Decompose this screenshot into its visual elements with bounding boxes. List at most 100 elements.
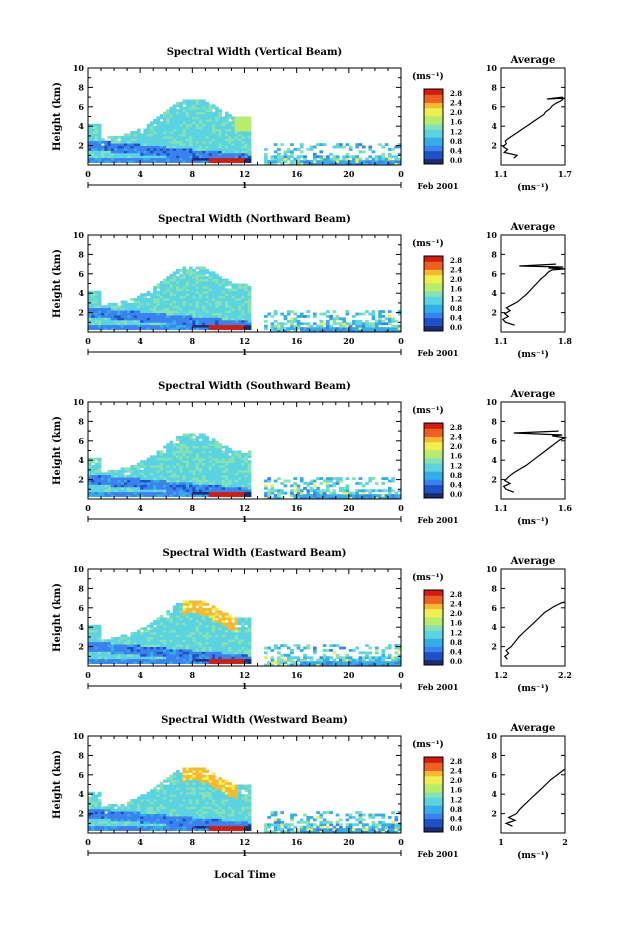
colorbar-tick-label: 0.4 bbox=[450, 814, 462, 823]
y-tick-label: 6 bbox=[78, 603, 84, 613]
profile-y-tick-label: 10 bbox=[486, 63, 498, 73]
colorbar-step bbox=[424, 317, 443, 321]
colorbar-step bbox=[424, 481, 443, 486]
colorbar-step bbox=[424, 662, 443, 666]
colorbar-step bbox=[424, 619, 443, 623]
colorbar-step bbox=[424, 659, 443, 663]
colorbar-step bbox=[424, 643, 443, 647]
date-label: Feb 2001 bbox=[418, 515, 459, 525]
colorbar-step bbox=[424, 285, 443, 289]
colorbar-unit: (ms⁻¹) bbox=[412, 238, 444, 249]
colorbar-tick-label: 1.2 bbox=[450, 294, 462, 303]
date-label: Feb 2001 bbox=[418, 181, 459, 191]
profile-x-tick-label: 2.2 bbox=[558, 670, 572, 680]
profile-y-tick-label: 6 bbox=[491, 770, 497, 780]
profile-y-tick-label: 4 bbox=[491, 622, 497, 632]
colorbar-step bbox=[424, 444, 443, 448]
y-tick-label: 6 bbox=[78, 102, 84, 112]
colorbar-tick-label: 0.0 bbox=[450, 657, 462, 666]
x-tick-label: 12 bbox=[239, 837, 250, 847]
colorbar-step bbox=[424, 439, 443, 443]
colorbar-step bbox=[424, 818, 443, 822]
colorbar-tick-label: 0.8 bbox=[450, 304, 462, 313]
colorbar: 2.82.42.01.61.20.80.40.0 bbox=[423, 589, 462, 666]
colorbar-tick-label: 2.8 bbox=[450, 89, 462, 98]
colorbar-tick-label: 2.0 bbox=[450, 108, 462, 117]
colorbar-step bbox=[424, 129, 443, 133]
date-label: Feb 2001 bbox=[418, 682, 459, 692]
colorbar-step bbox=[424, 301, 443, 305]
colorbar-step bbox=[424, 139, 443, 144]
profile-title: Average bbox=[510, 55, 556, 66]
y-tick-label: 8 bbox=[78, 82, 84, 92]
profile-y-tick-label: 8 bbox=[491, 82, 497, 92]
x-tick-label: 4 bbox=[137, 503, 143, 513]
colorbar-step bbox=[424, 99, 443, 103]
colorbar-step bbox=[424, 823, 443, 828]
profile-y-tick-label: 4 bbox=[491, 789, 497, 799]
colorbar-step bbox=[424, 134, 443, 138]
profile-frame bbox=[500, 735, 566, 834]
colorbar-step bbox=[424, 91, 443, 95]
profile-frame bbox=[500, 401, 566, 500]
colorbar-step bbox=[424, 298, 443, 303]
profile-y-tick-label: 6 bbox=[491, 269, 497, 279]
colorbar-step bbox=[424, 280, 443, 284]
profile-line bbox=[504, 768, 566, 827]
colorbar-step bbox=[424, 123, 443, 127]
colorbar-step bbox=[424, 603, 443, 607]
colorbar-step bbox=[424, 150, 443, 154]
profile-y-tick-label: 2 bbox=[491, 141, 497, 151]
date-label: Feb 2001 bbox=[418, 348, 459, 358]
x-tick-label: 8 bbox=[190, 169, 196, 179]
colorbar-step bbox=[424, 158, 443, 162]
profile-x-tick-label: 2 bbox=[562, 837, 568, 847]
colorbar-step bbox=[424, 805, 443, 809]
colorbar-tick-label: 0.4 bbox=[450, 313, 462, 322]
colorbar-step bbox=[424, 638, 443, 642]
panel-title: Spectral Width (Westward Beam) bbox=[161, 715, 348, 726]
colorbar-step bbox=[424, 826, 443, 830]
profile-y-tick-label: 10 bbox=[486, 230, 498, 240]
day-label: 1 bbox=[242, 681, 248, 691]
colorbar: 2.82.42.01.61.20.80.40.0 bbox=[423, 756, 462, 833]
panels: Spectral Width (Vertical Beam)246810Heig… bbox=[52, 47, 572, 861]
colorbar: 2.82.42.01.61.20.80.40.0 bbox=[423, 422, 462, 499]
profile-line bbox=[502, 430, 568, 493]
colorbar-step bbox=[424, 436, 443, 440]
colorbar-step bbox=[424, 153, 443, 157]
x-tick-label: 12 bbox=[239, 503, 250, 513]
profile-y-tick-label: 4 bbox=[491, 121, 497, 131]
x-tick-label: 16 bbox=[291, 169, 303, 179]
colorbar-unit: (ms⁻¹) bbox=[412, 405, 444, 416]
y-tick-label: 2 bbox=[78, 809, 84, 819]
y-tick-label: 4 bbox=[78, 121, 84, 131]
profile-y-tick-label: 10 bbox=[486, 564, 498, 574]
colorbar-tick-label: 0.8 bbox=[450, 638, 462, 647]
average-profile: Average 2 4 6 8 10 1.1 1.6 (ms⁻¹) bbox=[486, 389, 573, 527]
profile-line bbox=[503, 601, 566, 660]
day-label: 1 bbox=[242, 514, 248, 524]
profile-x-label: (ms⁻¹) bbox=[517, 850, 549, 861]
colorbar-step bbox=[424, 773, 443, 777]
colorbar-step bbox=[424, 161, 443, 165]
colorbar-step bbox=[424, 807, 443, 812]
profile-x-tick-label: 1.1 bbox=[494, 336, 508, 346]
colorbar-step bbox=[424, 815, 443, 820]
colorbar-step bbox=[424, 598, 443, 602]
y-tick-label: 4 bbox=[78, 288, 84, 298]
colorbar-step bbox=[424, 810, 443, 814]
colorbar-step bbox=[424, 757, 443, 761]
colorbar-step bbox=[424, 296, 443, 300]
x-tick-label: 0 bbox=[398, 336, 404, 346]
colorbar-step bbox=[424, 293, 443, 297]
heatmap-field bbox=[88, 266, 402, 333]
profile-x-tick-label: 1 bbox=[498, 837, 504, 847]
y-tick-label: 8 bbox=[78, 416, 84, 426]
colorbar-step bbox=[424, 258, 443, 262]
colorbar-step bbox=[424, 269, 443, 273]
profile-x-tick-label: 1.6 bbox=[558, 503, 572, 513]
colorbar-tick-label: 1.6 bbox=[450, 118, 462, 127]
colorbar-tick-label: 2.0 bbox=[450, 776, 462, 785]
